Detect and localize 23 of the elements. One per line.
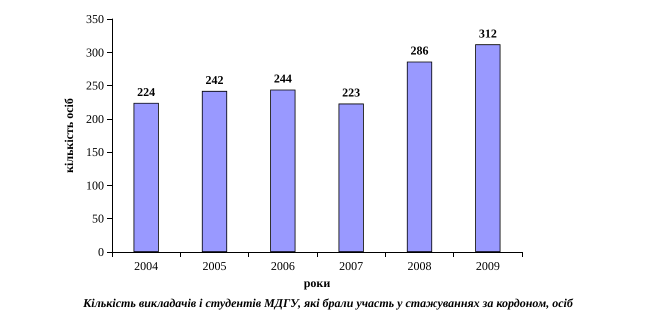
data-label: 286 (410, 44, 428, 58)
y-tick-label: 150 (86, 145, 104, 160)
x-tick-label: 2006 (270, 259, 295, 273)
x-tick-label: 2007 (339, 259, 364, 273)
x-tick-label: 2005 (202, 259, 226, 273)
y-tick-label: 50 (92, 212, 104, 226)
y-tick-label: 100 (86, 178, 104, 192)
text: Кількість викладачів і студентів МДГУ, які брали участь у стажуваннях за кордоном, осіб (82, 296, 574, 310)
y-tick-label: 350 (86, 12, 104, 26)
x-tick-label: 2004 (134, 259, 158, 273)
data-label: 224 (137, 84, 156, 99)
y-tick-label: 200 (86, 112, 104, 126)
data-label: 242 (206, 72, 224, 87)
x-axis-title: роки (304, 276, 330, 290)
y-tick-label: 300 (86, 45, 104, 60)
y-axis-title: кількість осіб (62, 98, 76, 173)
data-label: 312 (478, 26, 497, 40)
y-tick-label: 250 (86, 78, 104, 93)
x-tick-label: 2009 (476, 259, 500, 273)
x-tick-label: 2008 (408, 259, 432, 273)
data-label: 244 (274, 72, 292, 86)
data-label: 223 (342, 86, 360, 100)
y-tick-label: 0 (98, 245, 104, 259)
